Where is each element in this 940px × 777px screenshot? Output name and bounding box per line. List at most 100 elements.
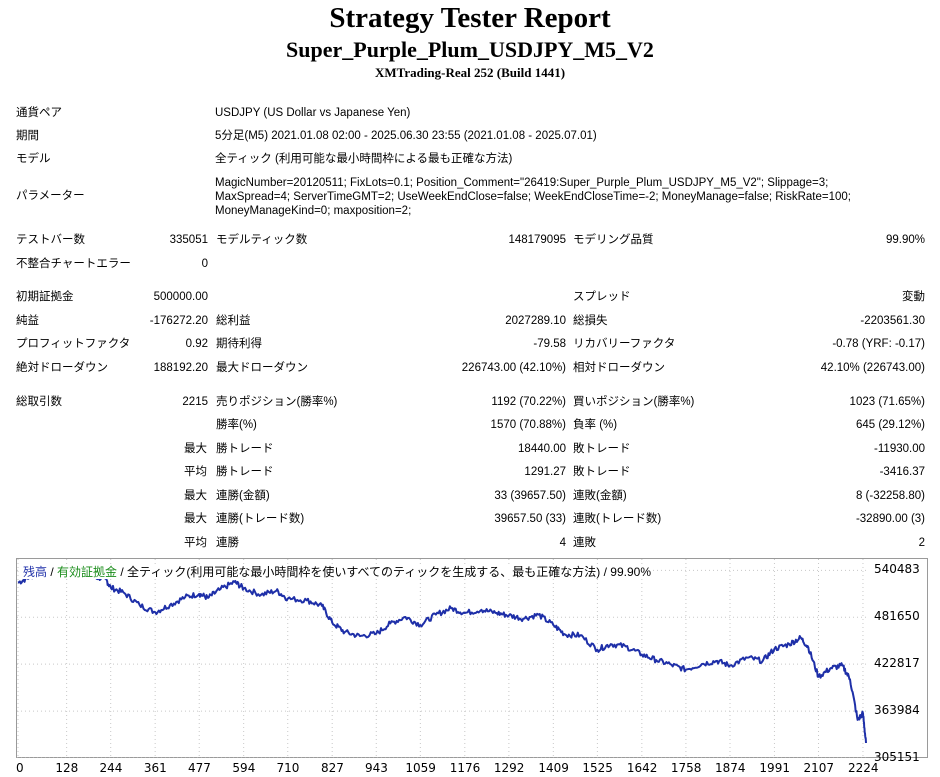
max-cons-losses-value: 8 (-32258.80) xyxy=(855,490,925,502)
max-drawdown-value: 226743.00 (42.10%) xyxy=(461,362,566,374)
long-positions-label: 買いポジション(勝率%) xyxy=(573,396,695,408)
quality-value: 99.90% xyxy=(885,234,925,246)
x-tick-label: 244 xyxy=(99,761,123,775)
period-label: 期間 xyxy=(16,130,39,142)
mismatch-label: 不整合チャートエラー xyxy=(16,258,131,270)
period-value: 5分足(M5) 2021.01.08 02:00 - 2025.06.30 23… xyxy=(215,130,597,142)
x-tick-label: 361 xyxy=(143,761,167,775)
deposit-value: 500000.00 xyxy=(153,291,208,303)
x-tick-label: 1758 xyxy=(670,761,702,775)
max-cons-wins-value: 33 (39657.50) xyxy=(494,490,566,502)
chart-grid xyxy=(17,559,868,758)
max-cons-profit-prefix: 最大 xyxy=(184,513,207,525)
max-cons-loss-count-value: -32890.00 (3) xyxy=(855,513,925,525)
avg-cons-losses-value: 2 xyxy=(918,537,925,549)
abs-drawdown-value: 188192.20 xyxy=(153,362,208,374)
recovery-factor-label: リカバリーファクタ xyxy=(573,338,676,350)
y-tick-label: 363984 xyxy=(874,703,920,718)
symbol-label: 通貨ペア xyxy=(16,107,62,119)
avg-cons-prefix: 平均 xyxy=(184,537,207,549)
net-profit-label: 純益 xyxy=(16,315,39,327)
loss-rate-label: 負率 (%) xyxy=(573,419,618,431)
x-tick-label: 1059 xyxy=(405,761,436,775)
x-tick-label: 943 xyxy=(365,761,388,775)
ticks-label: モデルティック数 xyxy=(216,234,308,246)
server-info: XMTrading-Real 252 (Build 1441) xyxy=(374,65,566,80)
profit-factor-label: プロフィットファクタ xyxy=(16,338,131,350)
y-tick-label: 422817 xyxy=(874,656,920,671)
max-cons-loss-count-label: 連敗(トレード数) xyxy=(573,513,662,525)
expert-name: Super_Purple_Plum_USDJPY_M5_V2 xyxy=(286,37,654,62)
legend-separator: / xyxy=(47,565,58,579)
x-tick-label: 477 xyxy=(187,761,211,775)
x-tick-label: 594 xyxy=(232,761,256,775)
x-tick-label: 1176 xyxy=(449,761,481,775)
x-tick-label: 2224 xyxy=(847,761,879,775)
abs-drawdown-label: 絶対ドローダウン xyxy=(16,362,108,374)
x-tick-label: 1409 xyxy=(538,761,569,775)
max-cons-losses-label: 連敗(金額) xyxy=(573,490,627,502)
x-tick-label: 128 xyxy=(55,761,79,775)
avg-cons-losses-label: 連敗 xyxy=(573,537,596,549)
expected-payoff-label: 期待利得 xyxy=(216,338,262,350)
short-positions-value: 1192 (70.22%) xyxy=(491,396,566,408)
gross-profit-label: 総利益 xyxy=(216,315,251,327)
avg-cons-wins-value: 4 xyxy=(559,537,566,549)
y-tick-label: 305151 xyxy=(874,750,920,764)
short-positions-label: 売りポジション(勝率%) xyxy=(216,396,338,408)
params-label: パラメーター xyxy=(16,190,85,202)
gross-loss-label: 総損失 xyxy=(573,315,608,327)
y-tick-label: 481650 xyxy=(874,609,920,624)
x-tick-label: 1642 xyxy=(626,761,658,775)
x-tick-label: 0 xyxy=(16,761,24,775)
max-cons-profit-value: 39657.50 (33) xyxy=(494,513,566,525)
bars-value: 335051 xyxy=(169,234,208,246)
profit-factor-value: 0.92 xyxy=(185,338,208,350)
chart-legend: 残高 / 有効証拠金 / 全ティック(利用可能な最小時間枠を使いすべてのティック… xyxy=(21,565,653,579)
max-cons-wins-label: 連勝(金額) xyxy=(216,490,270,502)
largest-win-value: 18440.00 xyxy=(518,443,566,455)
largest-loss-value: -11930.00 xyxy=(874,443,925,455)
quality-label: モデリング品質 xyxy=(573,234,654,246)
largest-loss-label: 敗トレード xyxy=(573,443,631,455)
rel-drawdown-value: 42.10% (226743.00) xyxy=(820,362,925,374)
legend-description: / 全ティック(利用可能な最小時間枠を使いすべてのティックを生成する、最も正確な… xyxy=(117,565,651,579)
balance-chart-svg xyxy=(16,558,928,758)
report-title: Strategy Tester Report xyxy=(329,2,611,34)
deposit-label: 初期証拠金 xyxy=(16,291,74,303)
balance-chart xyxy=(16,558,928,758)
model-label: モデル xyxy=(16,153,51,165)
long-positions-value: 1023 (71.65%) xyxy=(849,396,925,408)
loss-rate-value: 645 (29.12%) xyxy=(855,419,925,431)
net-profit-value: -176272.20 xyxy=(149,315,208,327)
bars-label: テストバー数 xyxy=(16,234,85,246)
chart-frame xyxy=(16,558,928,758)
params-line-2: MaxSpread=4; ServerTimeGMT=2; UseWeekEnd… xyxy=(215,191,851,203)
params-line-1: MagicNumber=20120511; FixLots=0.1; Posit… xyxy=(215,177,829,189)
total-trades-label: 総取引数 xyxy=(16,396,62,408)
expected-payoff-value: -79.58 xyxy=(533,338,566,350)
max-drawdown-label: 最大ドローダウン xyxy=(216,362,308,374)
balance-series-line xyxy=(17,567,867,744)
gross-loss-value: -2203561.30 xyxy=(860,315,925,327)
model-value: 全ティック (利用可能な最小時間枠による最も正確な方法) xyxy=(215,153,513,165)
win-rate-value: 1570 (70.88%) xyxy=(490,419,566,431)
gross-profit-value: 2027289.10 xyxy=(505,315,566,327)
x-tick-label: 710 xyxy=(276,761,300,775)
avg-loss-label: 敗トレード xyxy=(573,466,631,478)
largest-win-label: 勝トレード xyxy=(216,443,274,455)
y-tick-label: 540483 xyxy=(874,562,920,577)
max-cons-profit-label: 連勝(トレード数) xyxy=(216,513,305,525)
x-tick-label: 1991 xyxy=(759,761,790,775)
ticks-value: 148179095 xyxy=(508,234,566,246)
symbol-value: USDJPY (US Dollar vs Japanese Yen) xyxy=(215,107,411,119)
rel-drawdown-label: 相対ドローダウン xyxy=(573,362,665,374)
avg-win-label: 勝トレード xyxy=(216,466,274,478)
recovery-factor-value: -0.78 (YRF: -0.17) xyxy=(832,338,925,350)
avg-win-value: 1291.27 xyxy=(524,466,566,478)
x-tick-label: 1292 xyxy=(493,761,525,775)
chart-series xyxy=(17,567,867,744)
mismatch-value: 0 xyxy=(201,258,208,270)
spread-label: スプレッド xyxy=(573,291,631,303)
spread-value: 変動 xyxy=(902,291,925,303)
